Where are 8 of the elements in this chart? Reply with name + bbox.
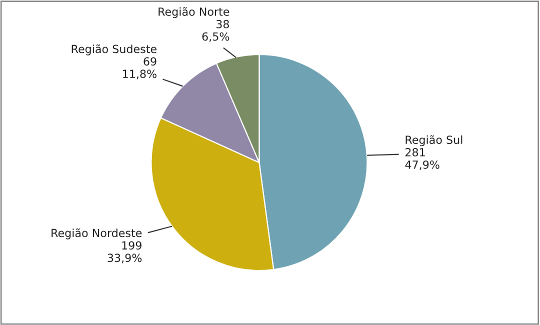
slice-label: Região Nordeste [52, 228, 142, 240]
data-label: 281 47,9% [405, 148, 440, 170]
data-label: 69 11,8% [123, 57, 156, 80]
slice-label: Região Norte [158, 7, 230, 18]
data-label: 199 33,9% [108, 241, 142, 264]
slice-label: Região Sudeste [72, 44, 156, 56]
slice-label: Região Sul [406, 135, 462, 146]
data-label: 38 6,5% [202, 20, 230, 42]
